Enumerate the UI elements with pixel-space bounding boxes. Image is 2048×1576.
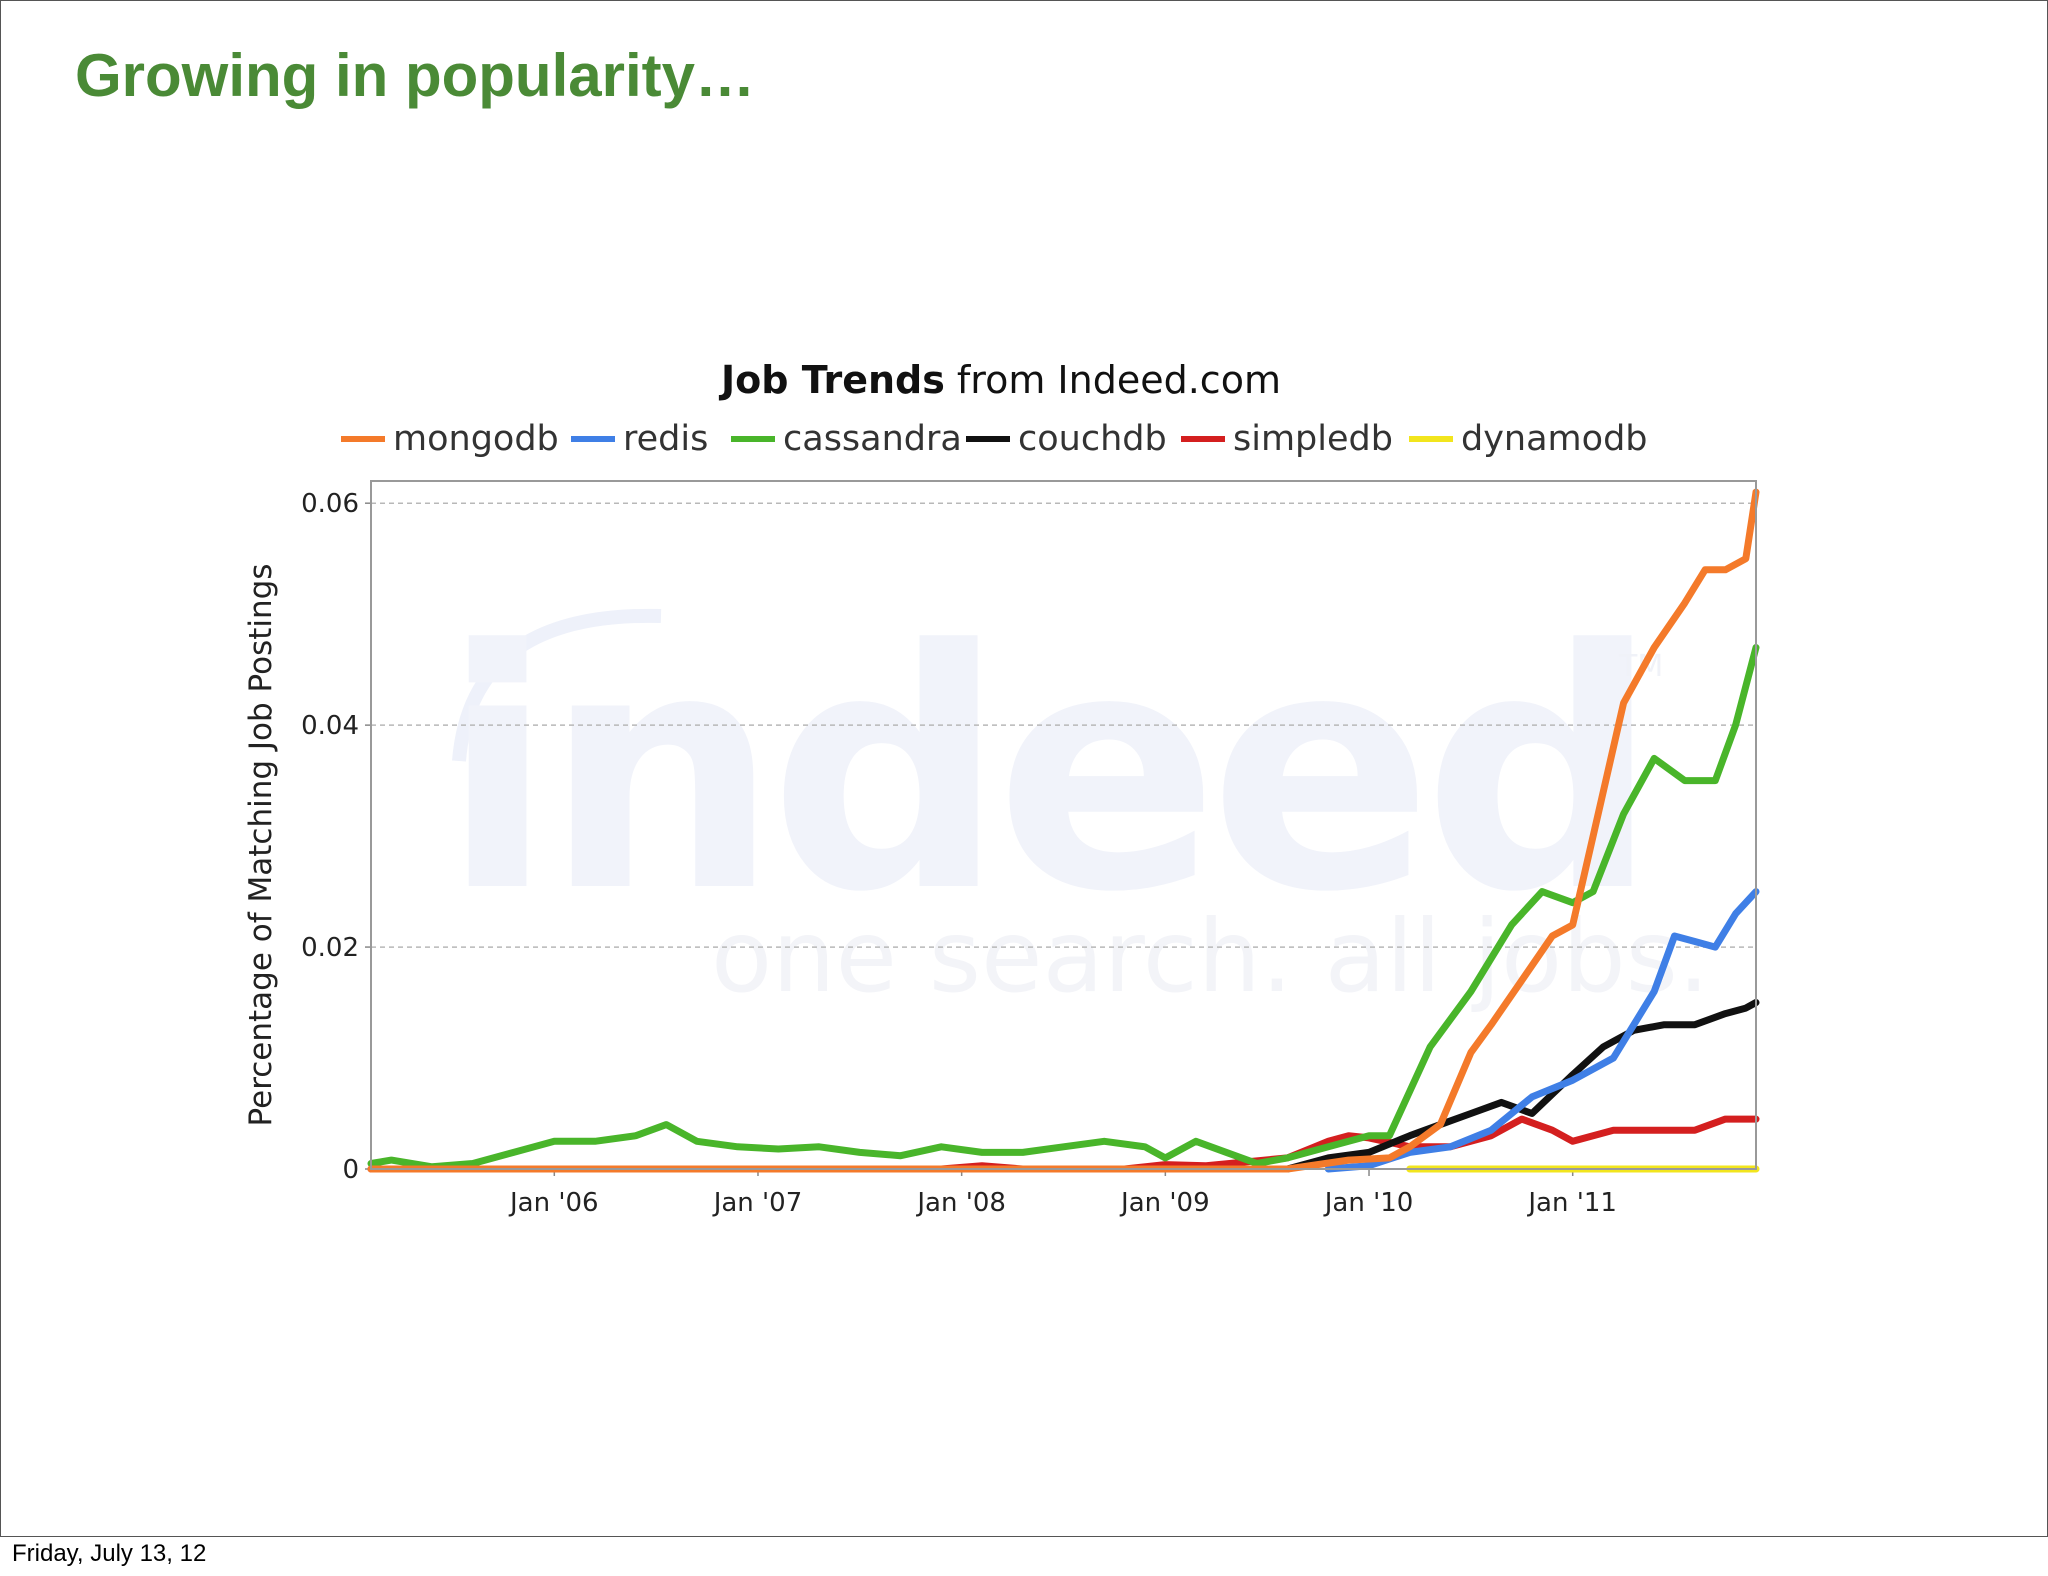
y-tick-label: 0.02 [301,933,359,963]
chart-legend: mongodb redis cassandra couchdb simpledb dyna… [341,419,1648,459]
x-axis-ticks: Jan '06 Jan '07 Jan '08 Jan '09 Jan '10 Jan '… [508,1169,1617,1218]
y-tick-label: 0 [342,1155,359,1185]
chart-container: indeed TM one search. all jobs. Job Tren… [221,341,1781,1241]
x-tick-label: Jan '11 [1526,1188,1617,1218]
series-line-couchdb [1284,999,1760,1173]
legend-label-simpledb: simpledb [1233,419,1393,459]
series-line-redis [1324,888,1760,1173]
slide: Growing in popularity… indeed TM one sea… [0,0,2048,1537]
watermark-tagline: one search. all jobs. [711,898,1710,1015]
y-tick-label: 0.04 [301,711,359,741]
series-line-mongodb [367,488,1760,1173]
chart-title-bold: Job Trends [718,358,945,402]
x-tick-label: Jan '10 [1323,1188,1414,1218]
legend-label-dynamodb: dynamodb [1461,419,1648,459]
job-trends-chart: indeed TM one search. all jobs. Job Tren… [243,358,1760,1218]
x-tick-label: Jan '07 [712,1188,803,1218]
y-tick-label: 0.06 [301,489,359,519]
x-tick-label: Jan '08 [915,1188,1006,1218]
legend-label-redis: redis [623,419,708,459]
chart-grid [371,502,1756,948]
legend-label-mongodb: mongodb [393,419,559,459]
x-tick-label: Jan '09 [1119,1188,1210,1218]
plot-frame [370,480,1757,1170]
slide-title: Growing in popularity… [75,42,755,109]
footer-date: Friday, July 13, 12 [12,1540,207,1567]
y-axis-label: Percentage of Matching Job Postings [243,564,279,1127]
watermark: indeed TM one search. all jobs. [441,580,1710,1015]
y-axis-ticks: 0 0.02 0.04 0.06 [301,489,371,1185]
x-tick-label: Jan '06 [508,1188,599,1218]
legend-label-cassandra: cassandra [783,419,962,459]
chart-title: Job Trends from Indeed.com [718,358,1281,402]
legend-label-couchdb: couchdb [1018,419,1167,459]
watermark-logo: indeed [441,580,1649,964]
chart-title-rest: from Indeed.com [945,358,1281,402]
